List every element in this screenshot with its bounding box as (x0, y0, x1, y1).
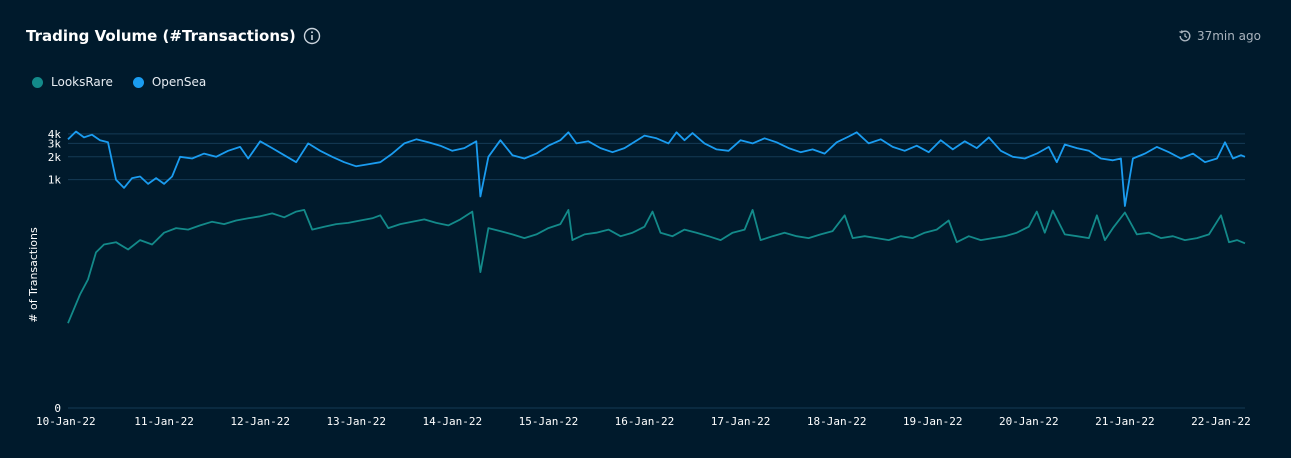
legend-swatch-looksrare (32, 76, 43, 88)
y-tick-label: 2k (48, 151, 62, 164)
y-tick-label: 1k (48, 174, 62, 187)
series-line-opensea (67, 130, 1246, 207)
x-tick-label: 12-Jan-22 (230, 415, 290, 428)
x-tick-label: 22-Jan-22 (1191, 415, 1251, 428)
last-updated-text: 37min ago (1196, 29, 1261, 43)
y-tick-label: 0 (54, 402, 61, 415)
chart-title-text: Trading Volume (#Transactions) (26, 27, 296, 45)
x-tick-label: 21-Jan-22 (1095, 415, 1155, 428)
x-tick-label: 14-Jan-22 (423, 415, 483, 428)
chart-series (67, 130, 1246, 324)
info-circle-icon[interactable] (303, 27, 321, 45)
x-tick-label: 19-Jan-22 (903, 415, 963, 428)
chart-grid (68, 133, 1245, 409)
legend-item-opensea[interactable]: OpenSea (132, 75, 207, 89)
legend-label-looksrare: LooksRare (51, 75, 113, 89)
x-tick-label: 11-Jan-22 (134, 415, 194, 428)
x-tick-label: 10-Jan-22 (36, 415, 96, 428)
legend-item-looksrare[interactable]: LooksRare (32, 75, 113, 89)
x-tick-label: 16-Jan-22 (615, 415, 675, 428)
series-line-looksrare (67, 209, 1246, 324)
x-tick-label: 13-Jan-22 (326, 415, 386, 428)
x-tick-label: 17-Jan-22 (711, 415, 771, 428)
x-axis-ticks: 10-Jan-22 11-Jan-22 12-Jan-22 13-Jan-22 14-J… (36, 415, 1251, 428)
y-tick-label: 3k (48, 137, 62, 150)
chart-legend: LooksRare OpenSea (32, 75, 226, 89)
legend-label-opensea: OpenSea (151, 75, 207, 89)
x-tick-label: 18-Jan-22 (807, 415, 867, 428)
history-clock-icon (1179, 30, 1191, 42)
last-updated: 37min ago (1178, 29, 1261, 43)
y-axis-label: # of Transactions (27, 227, 40, 323)
chart-title: Trading Volume (#Transactions) (26, 27, 321, 45)
x-tick-label: 15-Jan-22 (519, 415, 579, 428)
x-tick-label: 20-Jan-22 (999, 415, 1059, 428)
y-tick-label: 4k (48, 128, 62, 141)
legend-swatch-opensea (132, 76, 144, 88)
